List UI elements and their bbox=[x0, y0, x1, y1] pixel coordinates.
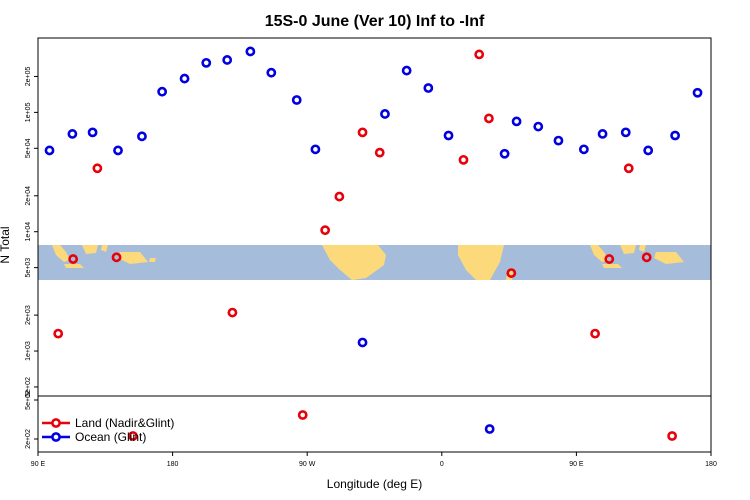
ocean-point bbox=[643, 145, 654, 156]
ocean-point bbox=[201, 57, 212, 68]
x-tick-label: 180 bbox=[167, 461, 179, 468]
land-point bbox=[506, 268, 517, 278]
land-point bbox=[474, 49, 485, 60]
legend-label: Land (Nadir&Glint) bbox=[75, 416, 174, 430]
map-land-sumatra bbox=[52, 245, 70, 262]
land-point bbox=[128, 431, 138, 441]
legend-marker bbox=[51, 432, 61, 442]
land-point bbox=[111, 252, 122, 263]
map-land-south-america bbox=[322, 245, 386, 280]
ocean-point bbox=[222, 55, 233, 65]
ocean-point bbox=[137, 131, 147, 142]
y-tick-label: 2e+03 bbox=[25, 305, 32, 325]
ocean-point bbox=[357, 337, 368, 348]
land-point bbox=[604, 254, 615, 264]
y-axis-label: N Total bbox=[0, 226, 12, 263]
map-land-new-guinea bbox=[118, 252, 148, 264]
y-tick-label: 5e+02 bbox=[25, 377, 32, 397]
ocean-point bbox=[692, 87, 703, 98]
ocean-point bbox=[533, 121, 544, 132]
x-tick-label: 180 bbox=[705, 461, 717, 468]
y-tick-label: 2e+04 bbox=[25, 186, 32, 206]
y-tick-label: 1e+03 bbox=[25, 341, 32, 361]
map-land-sulawesi bbox=[101, 245, 108, 252]
map-land-borneo bbox=[82, 245, 98, 254]
map-land-sumatra-2 bbox=[590, 245, 608, 262]
ocean-point bbox=[578, 144, 589, 155]
land-point bbox=[374, 147, 385, 158]
y-tick-label: 5e+04 bbox=[25, 138, 32, 158]
ocean-point bbox=[291, 95, 302, 105]
y-tick-label: 1e+04 bbox=[25, 222, 32, 242]
plot-frame bbox=[37, 37, 712, 397]
x-axis-ticks: 90 E 180 90 W 0 90 E 180 bbox=[31, 452, 717, 468]
map-land-java-2 bbox=[602, 264, 622, 268]
x-tick-label: 90 E bbox=[31, 461, 46, 468]
map-land-new-guinea-2 bbox=[654, 252, 684, 264]
land-point bbox=[53, 328, 64, 339]
ocean-point bbox=[310, 144, 321, 155]
ocean-point bbox=[380, 109, 390, 119]
y-axis-ticks: 2e+05 1e+05 5e+04 2e+04 1e+04 5e+03 2e+03 1e+03… bbox=[25, 67, 38, 449]
ocean-point bbox=[443, 130, 454, 141]
x-axis-label: Longitude (deg E) bbox=[327, 477, 422, 491]
land-point bbox=[320, 225, 331, 236]
chart-title: 15S-0 June (Ver 10) Inf to -Inf bbox=[265, 13, 485, 30]
land-point bbox=[357, 127, 368, 138]
ocean-point bbox=[670, 130, 681, 141]
land-point bbox=[667, 431, 678, 441]
land-point bbox=[641, 252, 652, 263]
ocean-point bbox=[553, 135, 564, 146]
map-land-small-isles bbox=[149, 258, 156, 262]
data-points bbox=[44, 46, 703, 441]
ocean-point bbox=[245, 46, 256, 57]
land-point bbox=[297, 410, 308, 420]
land-point bbox=[227, 307, 238, 318]
ocean-point bbox=[511, 116, 522, 127]
legend: Land (Nadir&Glint)Ocean (Glint) bbox=[42, 416, 174, 444]
ocean-point bbox=[44, 145, 55, 156]
ocean-point bbox=[266, 67, 277, 78]
ocean-point bbox=[67, 129, 78, 139]
ocean-point bbox=[597, 129, 608, 139]
map-land-java bbox=[64, 264, 84, 268]
ocean-point bbox=[620, 127, 631, 138]
ocean-point bbox=[87, 127, 98, 138]
land-point bbox=[334, 191, 345, 202]
ocean-point bbox=[401, 65, 412, 76]
ocean-point bbox=[179, 73, 190, 84]
map-land-africa bbox=[458, 245, 504, 280]
legend-marker bbox=[51, 418, 61, 428]
land-point bbox=[458, 154, 469, 165]
y-tick-label: 2e+05 bbox=[25, 67, 32, 87]
ocean-point bbox=[157, 86, 168, 97]
ocean-point bbox=[484, 424, 495, 434]
x-tick-label: 90 E bbox=[569, 461, 584, 468]
land-point bbox=[68, 254, 79, 264]
land-point bbox=[92, 163, 103, 174]
y-tick-label: 1e+05 bbox=[25, 102, 32, 122]
inset-panel-frame bbox=[37, 395, 712, 453]
ocean-point bbox=[423, 83, 434, 93]
legend-label: Ocean (Glint) bbox=[75, 430, 146, 444]
inset-y-tick-label: 5e+02 bbox=[25, 390, 32, 410]
land-point bbox=[590, 328, 600, 339]
x-tick-label: 0 bbox=[440, 461, 444, 468]
world-map-band bbox=[38, 245, 711, 280]
land-point bbox=[484, 113, 494, 124]
map-land-sulawesi-2 bbox=[639, 245, 646, 252]
map-land bbox=[52, 245, 684, 280]
ocean-point bbox=[499, 148, 510, 159]
inset-y-tick-label: 2e+02 bbox=[25, 429, 32, 449]
land-point bbox=[623, 163, 634, 174]
y-tick-label: 5e+03 bbox=[25, 258, 32, 278]
ocean-point bbox=[113, 145, 123, 156]
map-land-borneo-2 bbox=[620, 245, 636, 254]
x-tick-label: 90 W bbox=[299, 461, 316, 468]
